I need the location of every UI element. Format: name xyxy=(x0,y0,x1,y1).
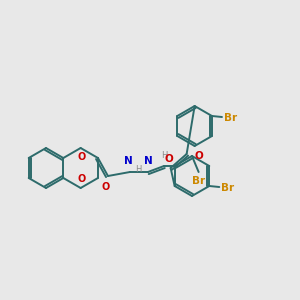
Text: O: O xyxy=(77,174,86,184)
Text: N: N xyxy=(144,156,152,166)
Text: O: O xyxy=(102,182,110,192)
Text: H: H xyxy=(161,151,167,160)
Text: O: O xyxy=(77,152,86,162)
Text: O: O xyxy=(195,151,203,161)
Text: Br: Br xyxy=(192,176,205,186)
Text: N: N xyxy=(124,156,132,166)
Text: Br: Br xyxy=(221,183,234,193)
Text: Br: Br xyxy=(224,113,237,123)
Text: H: H xyxy=(135,166,141,175)
Text: O: O xyxy=(164,154,173,164)
